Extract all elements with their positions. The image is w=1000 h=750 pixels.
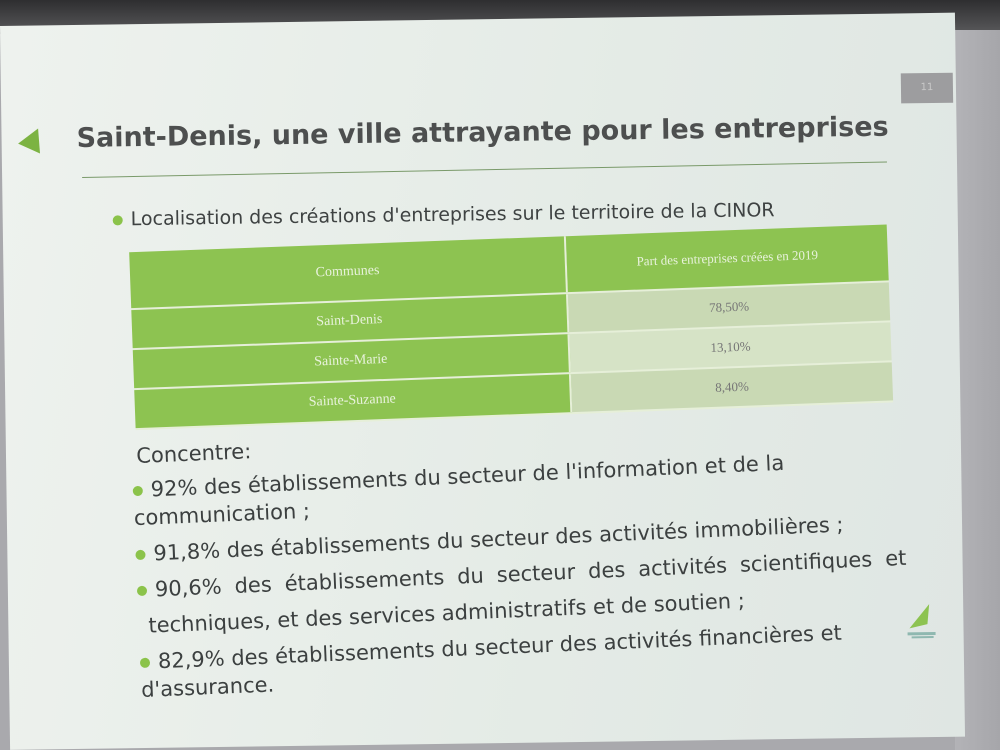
- slide: 11 Saint-Denis, une ville attrayante pou…: [0, 12, 966, 750]
- header-part: Part des entreprises créées en 2019: [565, 224, 889, 293]
- bullet-dot-icon: [136, 585, 148, 597]
- communes-table: Communes Part des entreprises créées en …: [129, 224, 894, 431]
- bullet-dot-icon: [135, 549, 146, 561]
- corner-logo-icon: [907, 604, 936, 639]
- subtitle-text: Localisation des créations d'entreprises…: [130, 199, 775, 231]
- body-text: Concentre: 92% des établissements du sec…: [131, 412, 912, 712]
- subtitle: Localisation des créations d'entreprises…: [112, 199, 775, 231]
- page-number: 11: [900, 72, 954, 104]
- bullet-dot-icon: [132, 485, 144, 497]
- bullet-dot-icon: [112, 214, 123, 225]
- bullet-dot-icon: [139, 657, 151, 669]
- title-divider: [82, 161, 887, 178]
- logo-arrow-icon: [18, 123, 50, 154]
- slide-title: Saint-Denis, une ville attrayante pour l…: [76, 111, 889, 154]
